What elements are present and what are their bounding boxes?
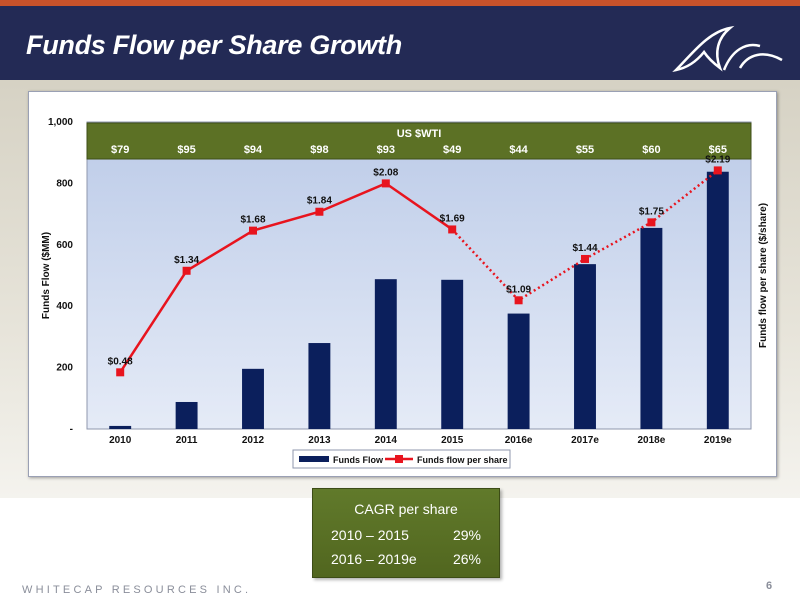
line-marker: [514, 296, 523, 305]
bar: [706, 171, 729, 429]
line-marker: [647, 218, 656, 227]
whitecap-logo-icon: [672, 25, 783, 73]
top-accent-line: [0, 0, 800, 6]
wti-price: $60: [642, 144, 660, 156]
line-marker: [315, 207, 324, 216]
wti-title: US $WTI: [397, 128, 442, 140]
cagr-title: CAGR per share: [354, 501, 458, 517]
x-tick-label: 2015: [441, 435, 464, 446]
cagr-period: 2016 – 2019e: [331, 551, 417, 567]
line-solid: [119, 181, 453, 374]
bar: [109, 425, 132, 429]
legend-line-label: Funds flow per share: [417, 455, 508, 465]
y-tick-label: -: [70, 424, 73, 435]
bar: [640, 227, 663, 429]
bar: [242, 368, 264, 429]
legend-line-marker: [395, 455, 403, 463]
bar: [441, 279, 464, 429]
wti-band: [86, 122, 752, 160]
bar: [507, 313, 530, 429]
x-tick-label: 2016e: [505, 435, 533, 446]
y2-axis-label: Funds flow per share ($/share): [758, 203, 769, 348]
data-label: $1.69: [440, 213, 465, 224]
y-tick-label: 600: [56, 240, 73, 251]
legend: Funds Flow Funds flow per share: [292, 449, 511, 469]
x-tick-label: 2019e: [704, 435, 732, 446]
line-marker: [381, 179, 390, 188]
legend-bar-swatch: [299, 456, 329, 462]
funds-flow-chart: 2010 2011 2012 2013 2014 2015 2016e 2017e 2018e 2…: [41, 117, 769, 469]
bar: [374, 279, 397, 429]
data-label: $1.68: [240, 215, 265, 226]
bar: [574, 264, 596, 429]
y-tick-label: 1,000: [48, 117, 73, 128]
wti-price: $44: [509, 144, 528, 156]
data-label: $0.48: [108, 356, 133, 367]
y-tick-label: 400: [56, 301, 73, 312]
cagr-value: 29%: [452, 527, 481, 543]
data-label: $2.19: [705, 154, 730, 165]
line-marker: [182, 266, 191, 275]
wti-price: $93: [377, 144, 395, 156]
y-axis-label: Funds Flow ($MM): [41, 232, 52, 319]
data-label: $1.44: [572, 243, 597, 254]
wti-price: $65: [709, 144, 727, 156]
cagr-period: 2010 – 2015: [331, 527, 409, 543]
page-number: 6: [766, 580, 773, 592]
line-marker: [713, 166, 722, 175]
data-label: $1.75: [639, 206, 664, 217]
y-tick-label: 800: [56, 178, 73, 189]
slide-header: Funds Flow per Share Growth: [0, 6, 800, 80]
bar: [308, 343, 331, 429]
x-tick-label: 2017e: [571, 435, 599, 446]
chart-frame: 2010 2011 2012 2013 2014 2015 2016e 2017e 2018e 2…: [28, 91, 777, 477]
wti-price: $79: [111, 144, 129, 156]
x-tick-label: 2012: [242, 435, 265, 446]
cagr-box: CAGR per share 2010 – 2015 29% 2016 – 20…: [312, 488, 500, 578]
x-tick-label: 2010: [109, 435, 132, 446]
data-label: $1.34: [174, 255, 199, 266]
legend-bar-label: Funds Flow: [333, 455, 384, 465]
wti-price: $95: [177, 144, 195, 156]
data-label: $1.84: [307, 196, 332, 207]
x-tick-label: 2018e: [637, 435, 665, 446]
wti-price: $94: [244, 144, 263, 156]
data-label: $2.08: [373, 167, 398, 178]
x-tick-label: 2014: [375, 435, 398, 446]
slide-title: Funds Flow per Share Growth: [26, 30, 402, 60]
x-tick-label: 2013: [308, 435, 331, 446]
line-marker: [249, 226, 257, 235]
wti-price: $98: [310, 144, 328, 156]
line-marker: [116, 368, 125, 377]
wti-price: $55: [576, 144, 594, 156]
cagr-value: 26%: [452, 551, 481, 567]
line-marker: [448, 225, 457, 234]
line-marker: [581, 254, 589, 263]
y-tick-label: 200: [56, 363, 73, 374]
bar: [175, 401, 198, 429]
company-footer: WHITECAP RESOURCES INC.: [22, 584, 252, 596]
x-tick-label: 2011: [176, 435, 198, 446]
plot-area: [86, 121, 752, 430]
data-label: $1.09: [506, 284, 531, 295]
wti-price: $49: [443, 144, 461, 156]
